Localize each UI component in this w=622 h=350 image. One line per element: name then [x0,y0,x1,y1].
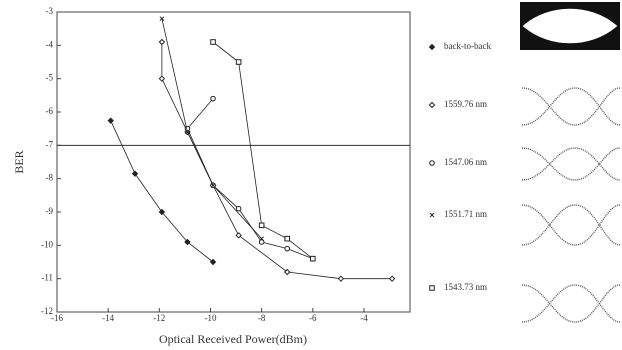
legend-label: 1559.76 nm [444,99,487,109]
y-tick-label: -8 [46,173,54,183]
marker [310,256,315,261]
legend-label: 1543.73 nm [444,282,487,292]
y-tick-label: -7 [46,139,54,149]
legend-marker [430,103,435,108]
y-tick-label: -10 [41,239,53,249]
marker [259,223,264,228]
series-line [187,99,312,259]
marker [211,40,216,45]
y-tick-label: -4 [46,39,54,49]
x-tick-label: -4 [360,313,368,323]
legend-label: 1551.71 nm [444,209,487,219]
marker [285,246,290,251]
x-tick-label: -8 [258,313,266,323]
x-tick-label: -6 [309,313,317,323]
y-axis-label: BER [12,150,26,173]
series-line [162,42,392,279]
marker [285,236,290,241]
marker [236,60,241,65]
x-tick-label: -12 [153,313,165,323]
x-axis-label: Optical Received Power(dBm) [159,332,307,346]
marker [133,171,138,176]
legend-label: back-to-back [444,41,491,51]
marker [159,76,164,81]
marker [211,96,216,101]
legend-marker [430,286,435,291]
marker [159,40,164,45]
y-tick-label: -11 [41,273,53,283]
x-tick-label: -10 [204,313,216,323]
legend-marker [430,213,434,217]
marker [236,206,241,211]
chart: BER Optical Received Power(dBm) -16-14-1… [0,0,622,350]
y-tick-label: -5 [46,73,54,83]
legend-marker [430,161,435,166]
plot-frame [57,12,410,312]
x-tick-label: -14 [102,313,114,323]
series-line [162,19,262,239]
y-tick-label: -6 [46,106,54,116]
marker [390,276,395,281]
eye-diagrams [520,2,620,322]
series-line [111,121,213,262]
marker [108,118,113,123]
y-tick-label: -3 [46,6,54,16]
legend-label: 1547.06 nm [444,157,487,167]
marker [338,276,343,281]
y-tick-label: -9 [46,206,54,216]
y-tick-label: -12 [41,306,53,316]
legend-marker [430,45,435,50]
